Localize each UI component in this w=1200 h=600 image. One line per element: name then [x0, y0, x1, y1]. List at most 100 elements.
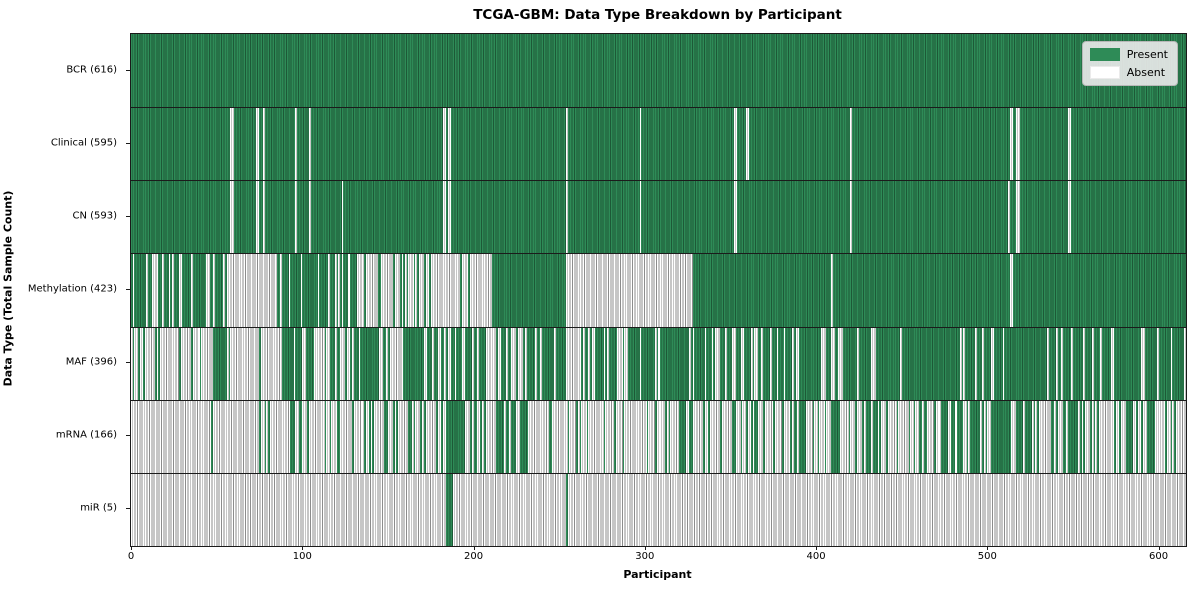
absent-segment	[351, 326, 354, 400]
absent-segment	[850, 180, 853, 254]
row-separator	[131, 180, 1186, 182]
absent-segment	[437, 326, 441, 400]
absent-segment	[262, 180, 265, 254]
present-segment	[353, 326, 359, 400]
present-segment	[1174, 399, 1176, 473]
present-segment	[781, 399, 784, 473]
present-segment	[771, 326, 777, 400]
present-segment	[1013, 253, 1186, 327]
present-segment	[622, 399, 625, 473]
absent-segment	[1091, 399, 1094, 473]
present-segment	[896, 399, 899, 473]
absent-segment	[578, 399, 580, 473]
present-segment	[423, 399, 426, 473]
present-segment	[1004, 326, 1048, 400]
present-segment	[966, 399, 969, 473]
present-segment	[852, 107, 1010, 181]
absent-segment	[733, 107, 738, 181]
absent-segment	[213, 253, 215, 327]
present-segment	[703, 399, 705, 473]
present-segment	[456, 326, 462, 400]
present-segment	[1102, 326, 1111, 400]
present-segment	[956, 399, 964, 473]
absent-segment	[346, 326, 351, 400]
present-segment	[1062, 399, 1067, 473]
present-segment	[360, 326, 380, 400]
present-segment	[656, 326, 659, 400]
absent-segment	[877, 399, 880, 473]
present-segment	[1062, 326, 1072, 400]
present-segment	[732, 399, 736, 473]
present-segment	[872, 399, 878, 473]
absent-segment	[826, 399, 832, 473]
absent-segment	[442, 180, 447, 254]
absent-segment	[821, 326, 827, 400]
present-segment	[295, 326, 303, 400]
present-segment	[798, 399, 806, 473]
absent-segment	[1138, 399, 1142, 473]
absent-segment	[838, 326, 844, 400]
present-segment	[1019, 180, 1068, 254]
present-segment	[1033, 399, 1036, 473]
legend-absent-swatch	[1089, 66, 1120, 79]
absent-segment	[870, 399, 873, 473]
y-tick-mark	[126, 142, 130, 144]
absent-segment	[269, 399, 282, 473]
absent-segment	[1071, 326, 1073, 400]
present-segment	[934, 399, 936, 473]
absent-segment	[982, 326, 984, 400]
row-separator	[131, 326, 1186, 328]
absent-segment	[358, 326, 361, 400]
absent-segment	[482, 399, 484, 473]
absent-segment	[857, 326, 859, 400]
present-segment	[372, 399, 375, 473]
absent-segment	[442, 107, 447, 181]
present-segment	[382, 326, 387, 400]
absent-segment	[1132, 399, 1137, 473]
present-segment	[737, 180, 851, 254]
absent-segment	[685, 399, 690, 473]
present-segment	[225, 253, 227, 327]
absent-segment	[899, 326, 902, 400]
y-tick-label-mir: miR (5)	[80, 502, 117, 514]
present-segment	[446, 180, 448, 254]
absent-segment	[980, 399, 983, 473]
present-segment	[812, 399, 815, 473]
absent-segment	[471, 399, 474, 473]
present-segment	[567, 107, 640, 181]
present-segment	[137, 326, 140, 400]
present-segment	[403, 253, 406, 327]
present-segment	[399, 253, 402, 327]
present-segment	[576, 399, 578, 473]
absent-segment	[281, 399, 291, 473]
absent-segment	[261, 399, 265, 473]
present-segment	[297, 107, 310, 181]
absent-segment	[648, 399, 656, 473]
present-segment	[1067, 399, 1079, 473]
absent-segment	[442, 253, 460, 327]
absent-segment	[387, 399, 394, 473]
absent-segment	[963, 399, 967, 473]
absent-segment	[131, 399, 212, 473]
present-segment	[507, 326, 512, 400]
absent-segment	[394, 253, 400, 327]
y-tick-label-cn: CN (593)	[72, 210, 117, 222]
absent-segment	[295, 107, 298, 181]
present-segment	[451, 107, 566, 181]
y-tick-label-mrna: mRNA (166)	[55, 429, 117, 441]
absent-segment	[660, 399, 666, 473]
absent-segment	[168, 253, 171, 327]
x-axis-label: Participant	[623, 568, 692, 581]
absent-segment	[442, 399, 447, 473]
present-segment	[668, 399, 671, 473]
present-segment	[182, 253, 191, 327]
absent-segment	[504, 399, 507, 473]
row-separator	[131, 107, 1186, 109]
y-tick-mark	[126, 508, 130, 510]
present-segment	[1172, 326, 1185, 400]
absent-segment	[262, 107, 265, 181]
absent-segment	[365, 253, 378, 327]
chart-title: TCGA-GBM: Data Type Breakdown by Partici…	[473, 7, 842, 23]
y-tick-mark	[126, 69, 130, 71]
